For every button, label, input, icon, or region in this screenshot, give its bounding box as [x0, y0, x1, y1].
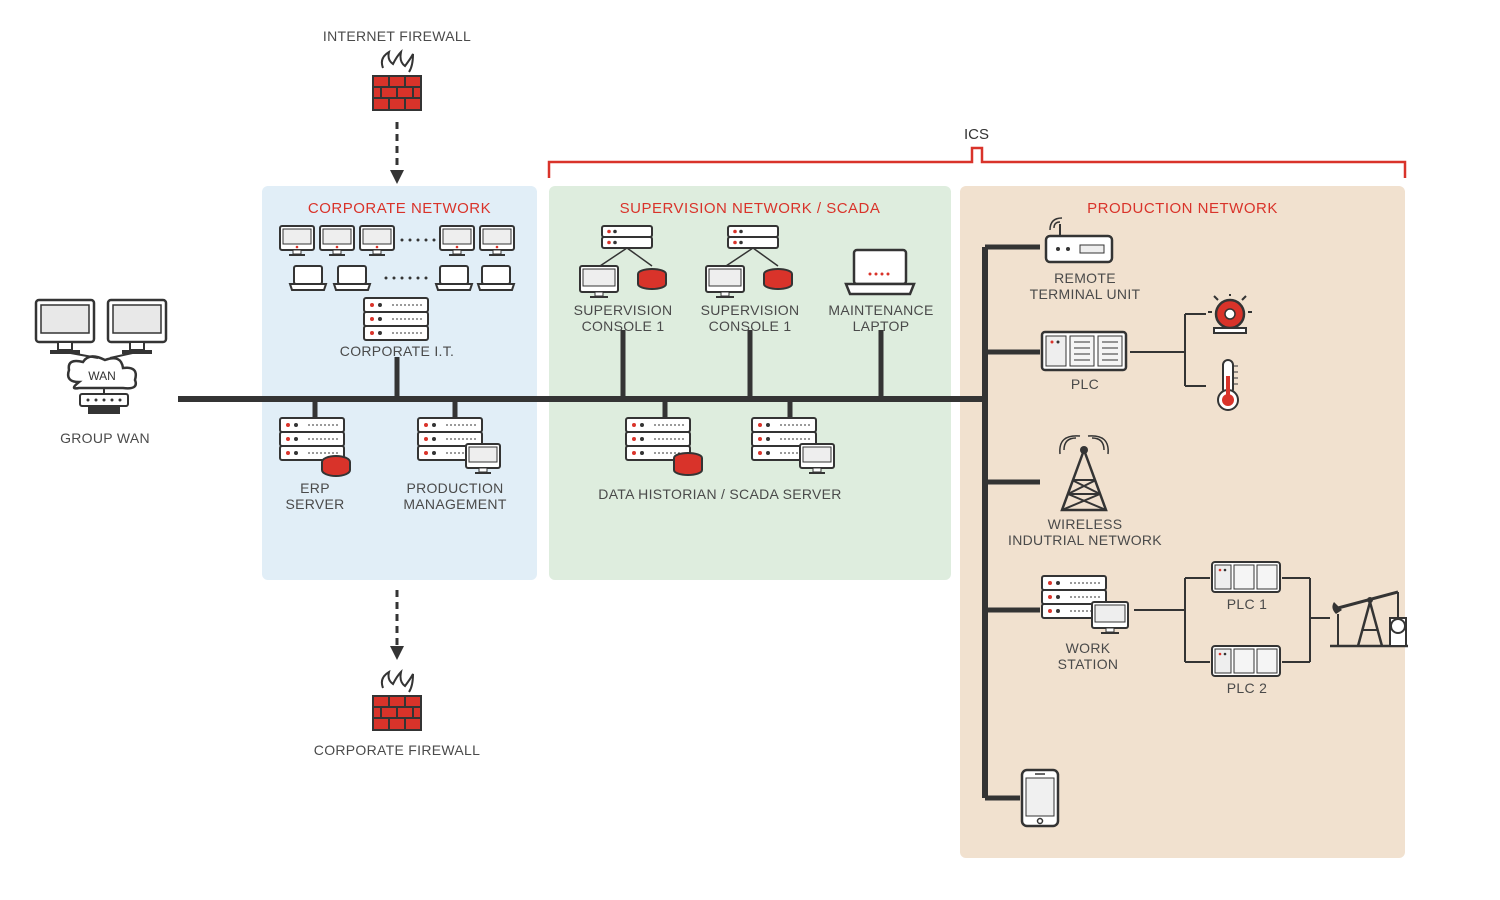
plc1-label: PLC 1	[1212, 596, 1282, 612]
internet-firewall-label: INTERNET FIREWALL	[300, 28, 494, 44]
corporate-it-label: CORPORATE I.T.	[320, 343, 474, 359]
plc1-icon	[1212, 562, 1282, 596]
maintenance-laptop-icon	[846, 250, 916, 300]
supervision-console-2-icon	[706, 226, 806, 304]
data-historian-label: DATA HISTORIAN / SCADA SERVER	[580, 486, 860, 502]
corporate-it-icon	[280, 226, 514, 356]
alarm-icon	[1208, 294, 1252, 336]
supervision-console-2-label: SUPERVISION CONSOLE 1	[697, 302, 803, 334]
group-wan-label: GROUP WAN	[30, 430, 180, 446]
wireless-label: WIRELESS INDUTRIAL NETWORK	[1002, 516, 1168, 548]
supervision-console-1-icon	[580, 226, 680, 304]
prod-mgmt-icon	[418, 418, 508, 478]
maintenance-laptop-label: MAINTENANCE LAPTOP	[826, 302, 936, 334]
supervision-console-1-label: SUPERVISION CONSOLE 1	[570, 302, 676, 334]
rtu-icon	[1042, 218, 1122, 270]
work-station-icon	[1042, 576, 1134, 640]
plc-icon	[1042, 332, 1128, 374]
thermometer-icon	[1214, 360, 1244, 412]
firewall-icon	[369, 50, 425, 116]
wireless-tower-icon	[1050, 436, 1118, 514]
erp-server-icon	[280, 418, 360, 478]
network-lines	[0, 0, 1500, 900]
data-historian-1-icon	[626, 418, 716, 482]
wan-cloud-text: WAN	[88, 369, 116, 383]
work-station-label: WORK STATION	[1042, 640, 1134, 672]
pumpjack-icon	[1330, 578, 1408, 650]
rtu-label: REMOTE TERMINAL UNIT	[1010, 270, 1160, 302]
group-wan-icon: WAN	[30, 298, 180, 428]
prod-mgmt-label: PRODUCTION MANAGEMENT	[400, 480, 510, 512]
plc2-label: PLC 2	[1212, 680, 1282, 696]
network-diagram: ICS CORPORATE NETWORK SUPERVISION NETWOR…	[0, 0, 1500, 900]
data-historian-2-icon	[752, 418, 842, 482]
plc2-icon	[1212, 646, 1282, 680]
plc-label: PLC	[1042, 376, 1128, 392]
erp-server-label: ERP SERVER	[270, 480, 360, 512]
corporate-firewall-label: CORPORATE FIREWALL	[300, 742, 494, 758]
phone-icon	[1022, 770, 1062, 830]
firewall-icon	[369, 670, 425, 736]
